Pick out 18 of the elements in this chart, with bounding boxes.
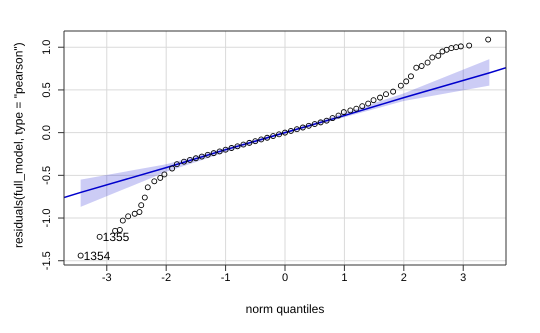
x-tick-label: -2 <box>161 272 172 284</box>
y-axis-title: residuals(full_model, type = "pearson") <box>11 42 26 248</box>
y-tick-label: 1.0 <box>41 40 53 55</box>
line-series <box>64 66 506 198</box>
x-tick-label: -1 <box>220 272 230 284</box>
y-tick-label: 0.5 <box>41 82 53 98</box>
x-tick-label: -3 <box>102 272 112 284</box>
x-tick-label: 3 <box>460 272 466 284</box>
y-tick-label: -0.5 <box>41 166 53 185</box>
annotation: 1355 <box>102 230 130 244</box>
annotation: 1354 <box>84 248 111 263</box>
y-tick-label: 0.0 <box>41 124 53 140</box>
x-tick-label: 1 <box>341 272 348 284</box>
y-tick-label: -1.0 <box>41 208 53 228</box>
x-axis-title: norm quantiles <box>246 302 324 316</box>
y-tick-label: -1.5 <box>41 251 53 270</box>
x-tick-label: 0 <box>282 272 288 284</box>
x-tick-label: 2 <box>400 272 407 284</box>
